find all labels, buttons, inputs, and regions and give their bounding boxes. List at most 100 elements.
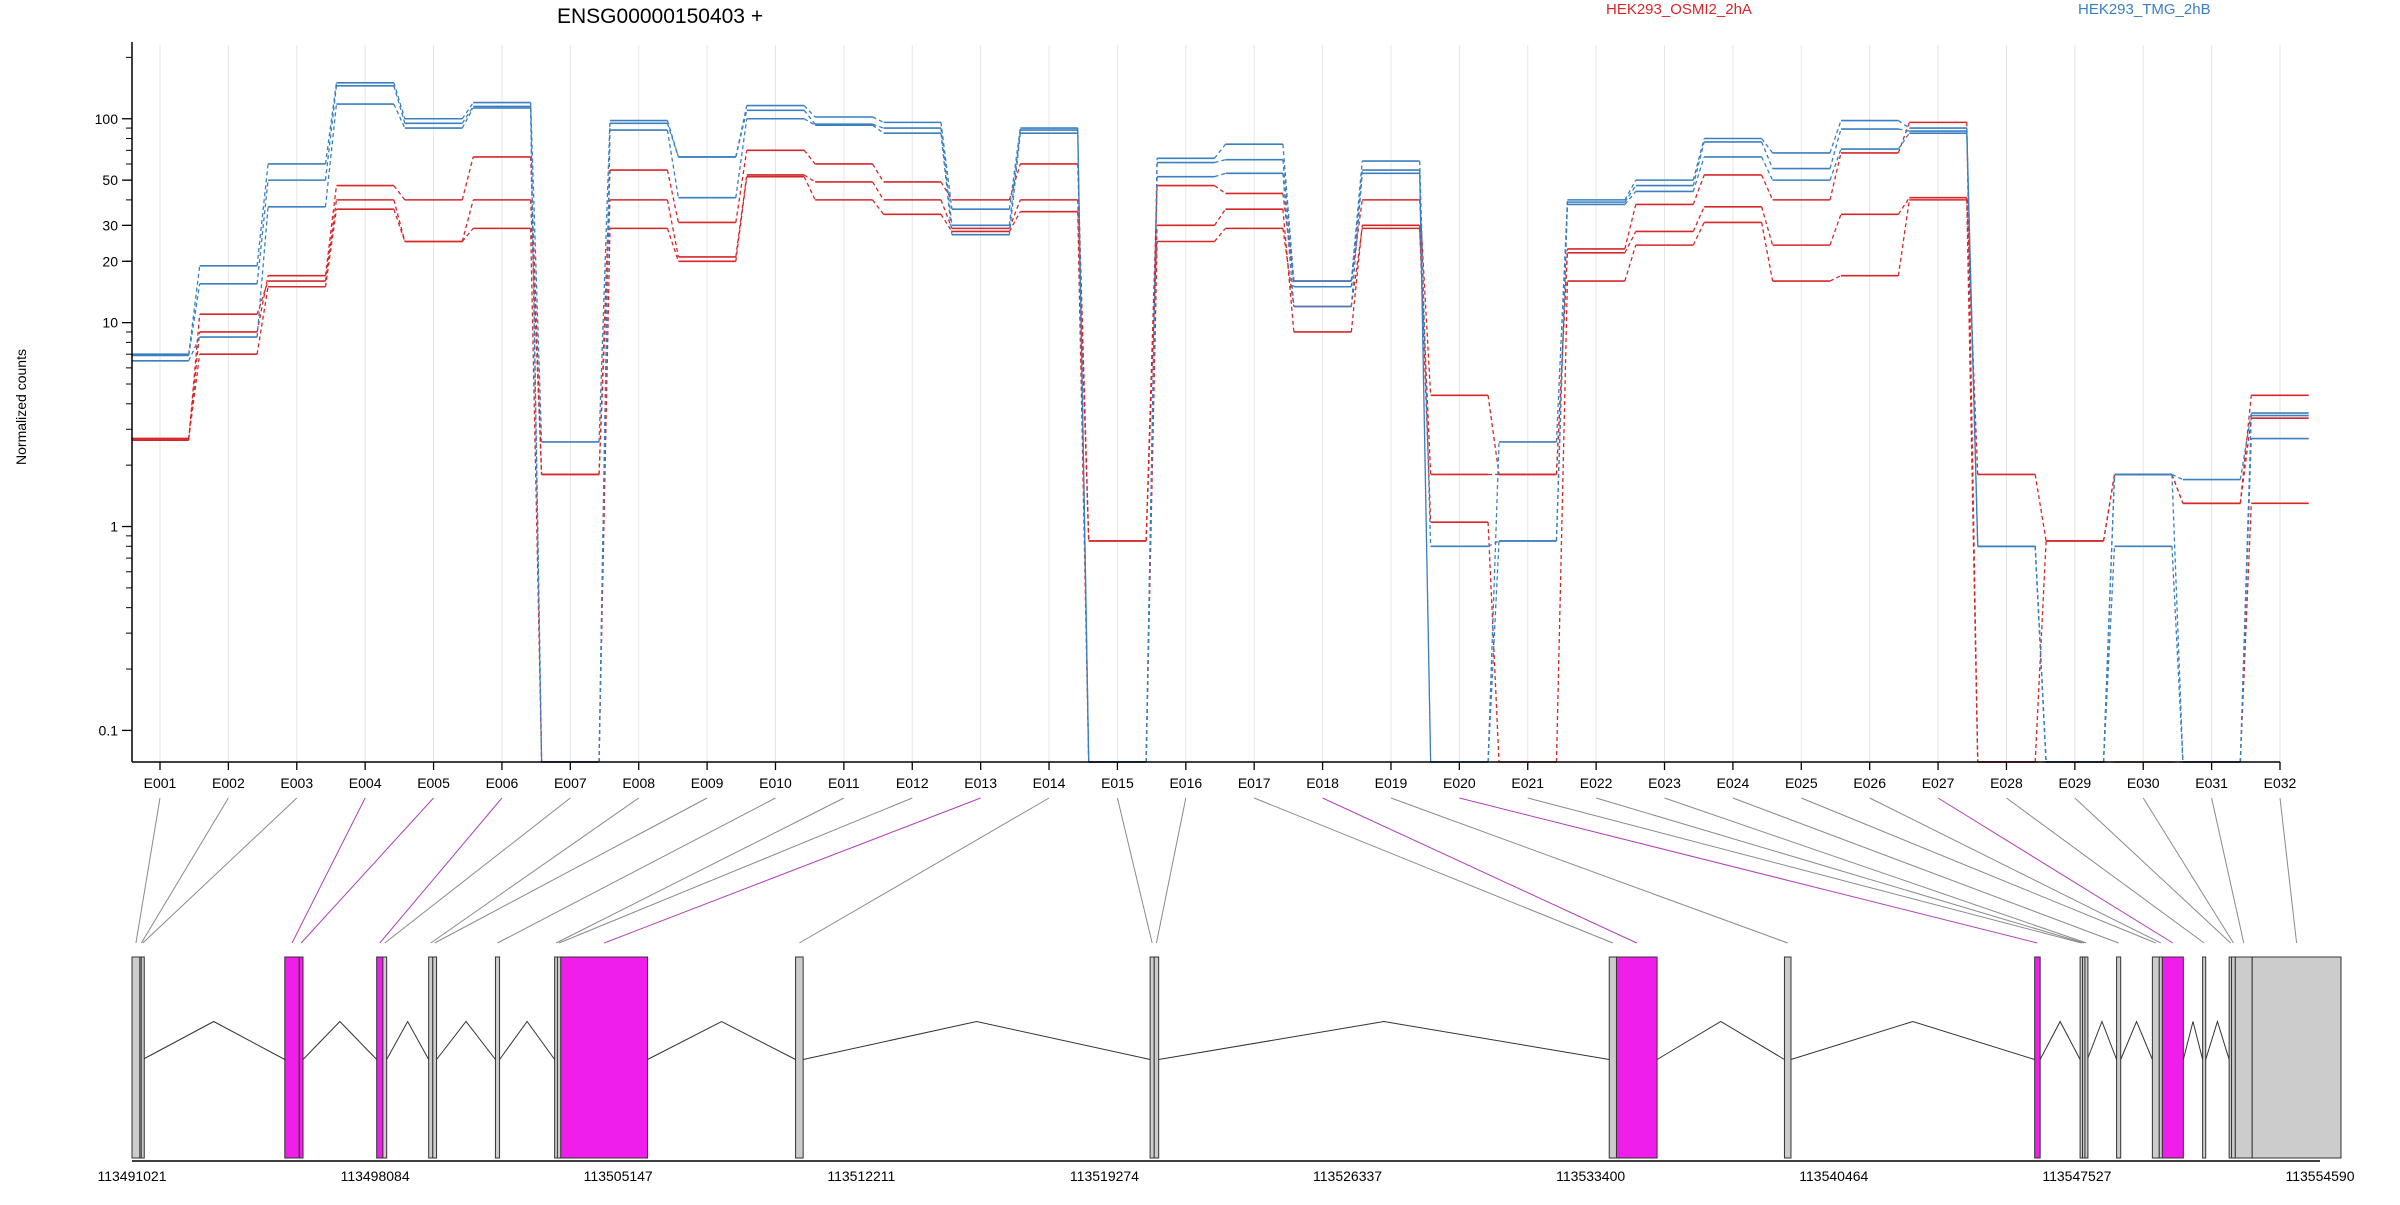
series-6-link-26: [1897, 132, 1910, 150]
series-3-link-16: [1214, 227, 1226, 242]
series-3-link-6: [530, 228, 543, 763]
intron-24: [2120, 1020, 2153, 1060]
exon-box-e023: [2084, 956, 2089, 1159]
exon-box-e008: [428, 956, 434, 1159]
series-5-link-17: [1282, 159, 1295, 287]
genomic-tick-label: 113547527: [2042, 1168, 2111, 1184]
x-tick-label-e020: E020: [1443, 775, 1476, 791]
x-tick-label-e002: E002: [212, 775, 245, 791]
gene-model: 113491021 113498084 113505147 113512211 1135…: [97, 956, 2355, 1184]
intron-28: [2205, 1019, 2230, 1060]
exon-connector-lines: [135, 797, 2298, 944]
series-5-link-5: [461, 106, 474, 124]
series-2-link-6: [530, 199, 543, 475]
chart-title: ENSG00000150403 +: [557, 5, 763, 28]
connector-e026: [1869, 797, 2162, 944]
series-4-link-25: [1829, 120, 1842, 154]
series-1-link-23: [1692, 174, 1705, 205]
series-6-link-13: [1008, 133, 1021, 235]
intron-13: [647, 1020, 796, 1060]
series-1-link-25: [1829, 152, 1842, 201]
x-tick-label-e004: E004: [349, 775, 382, 791]
series-6-link-7: [598, 130, 611, 763]
series-5-link-26: [1898, 128, 1910, 132]
series-3-link-3: [324, 209, 338, 287]
connector-e016: [1155, 797, 1187, 944]
x-tick-label-e030: E030: [2127, 775, 2160, 791]
series-layer: [131, 82, 2309, 763]
x-tick-label-e009: E009: [691, 775, 724, 791]
connector-e029: [2074, 797, 2231, 944]
exon-box-e027: [2161, 956, 2184, 1159]
series-2-link-5: [461, 199, 474, 242]
series-3-link-25: [1829, 275, 1842, 282]
series-1-link-26: [1897, 122, 1910, 154]
exon-box-e016: [1153, 956, 1160, 1159]
series-5-link-24: [1761, 141, 1774, 169]
series-4-link-5: [461, 102, 474, 120]
series-2-link-30: [2171, 474, 2184, 504]
y-tick-label: 100: [95, 111, 119, 127]
series-6-link-30: [2171, 546, 2184, 763]
series-3-link-12: [940, 213, 953, 232]
connector-e002: [140, 797, 229, 944]
series-6-link-12: [940, 133, 953, 235]
x-tick-label-e018: E018: [1306, 775, 1339, 791]
connector-e008: [430, 797, 639, 944]
series-6-link-19: [1419, 173, 1432, 763]
series-5-link-14: [1077, 130, 1090, 763]
series-4: [131, 82, 2309, 763]
x-tick-label-e029: E029: [2058, 775, 2091, 791]
series-2-link-3: [324, 199, 338, 282]
series-3-link-17: [1282, 228, 1295, 307]
series-2-link-11: [872, 181, 885, 201]
series-4-link-20: [1487, 540, 1500, 547]
series-2-link-31: [2239, 418, 2252, 504]
series-6-link-6: [530, 107, 543, 763]
genomic-tick-label: 113526337: [1313, 1168, 1382, 1184]
x-tick-label-e014: E014: [1033, 775, 1066, 791]
genomic-tick-label: 113505147: [584, 1168, 653, 1184]
connector-e018: [1322, 797, 1637, 944]
legend-label-osmi2: HEK293_OSMI2_2hA: [1606, 1, 1752, 18]
series-5-link-16: [1214, 159, 1226, 164]
series-2-link-7: [598, 199, 611, 475]
intron-14: [803, 1020, 1151, 1060]
intron-7: [386, 1020, 430, 1060]
x-tick-label-e003: E003: [280, 775, 313, 791]
series-5: [131, 85, 2309, 763]
x-tick-label-e019: E019: [1375, 775, 1408, 791]
series-3-link-21: [1555, 281, 1569, 763]
series-2-link-18: [1350, 225, 1363, 333]
exon-box-e032: [2251, 956, 2342, 1159]
exon-box-e013: [560, 956, 649, 1159]
x-tick-label-e001: E001: [144, 775, 177, 791]
series-6-link-28: [2034, 546, 2047, 763]
series-3-link-13: [1008, 211, 1021, 232]
connector-e028: [2006, 797, 2205, 944]
series-3-link-27: [1966, 199, 1979, 763]
series-2-link-1: [188, 314, 201, 441]
connector-e031: [2211, 797, 2245, 944]
series-2-link-13: [1008, 199, 1021, 229]
connector-e014: [799, 797, 1050, 944]
series-2-link-26: [1897, 197, 1910, 215]
intron-18: [1656, 1020, 1785, 1060]
y-tick-label: 30: [102, 217, 118, 233]
series-1-link-11: [872, 163, 885, 183]
series-1-link-5: [461, 156, 474, 201]
series-3-link-2: [256, 286, 269, 355]
intron-27: [2182, 1021, 2204, 1060]
series-3-link-24: [1760, 222, 1774, 282]
series-3-link-9: [735, 176, 748, 262]
connector-e009: [434, 797, 708, 944]
series-2-link-29: [2102, 474, 2116, 542]
intron-23: [2086, 1020, 2118, 1060]
series-3-link-18: [1350, 228, 1363, 307]
exon-box-e009: [432, 956, 438, 1159]
series-3-link-23: [1692, 222, 1705, 246]
connector-e005: [300, 797, 434, 944]
x-tick-label-e006: E006: [486, 775, 519, 791]
x-tick-label-e032: E032: [2264, 775, 2297, 791]
